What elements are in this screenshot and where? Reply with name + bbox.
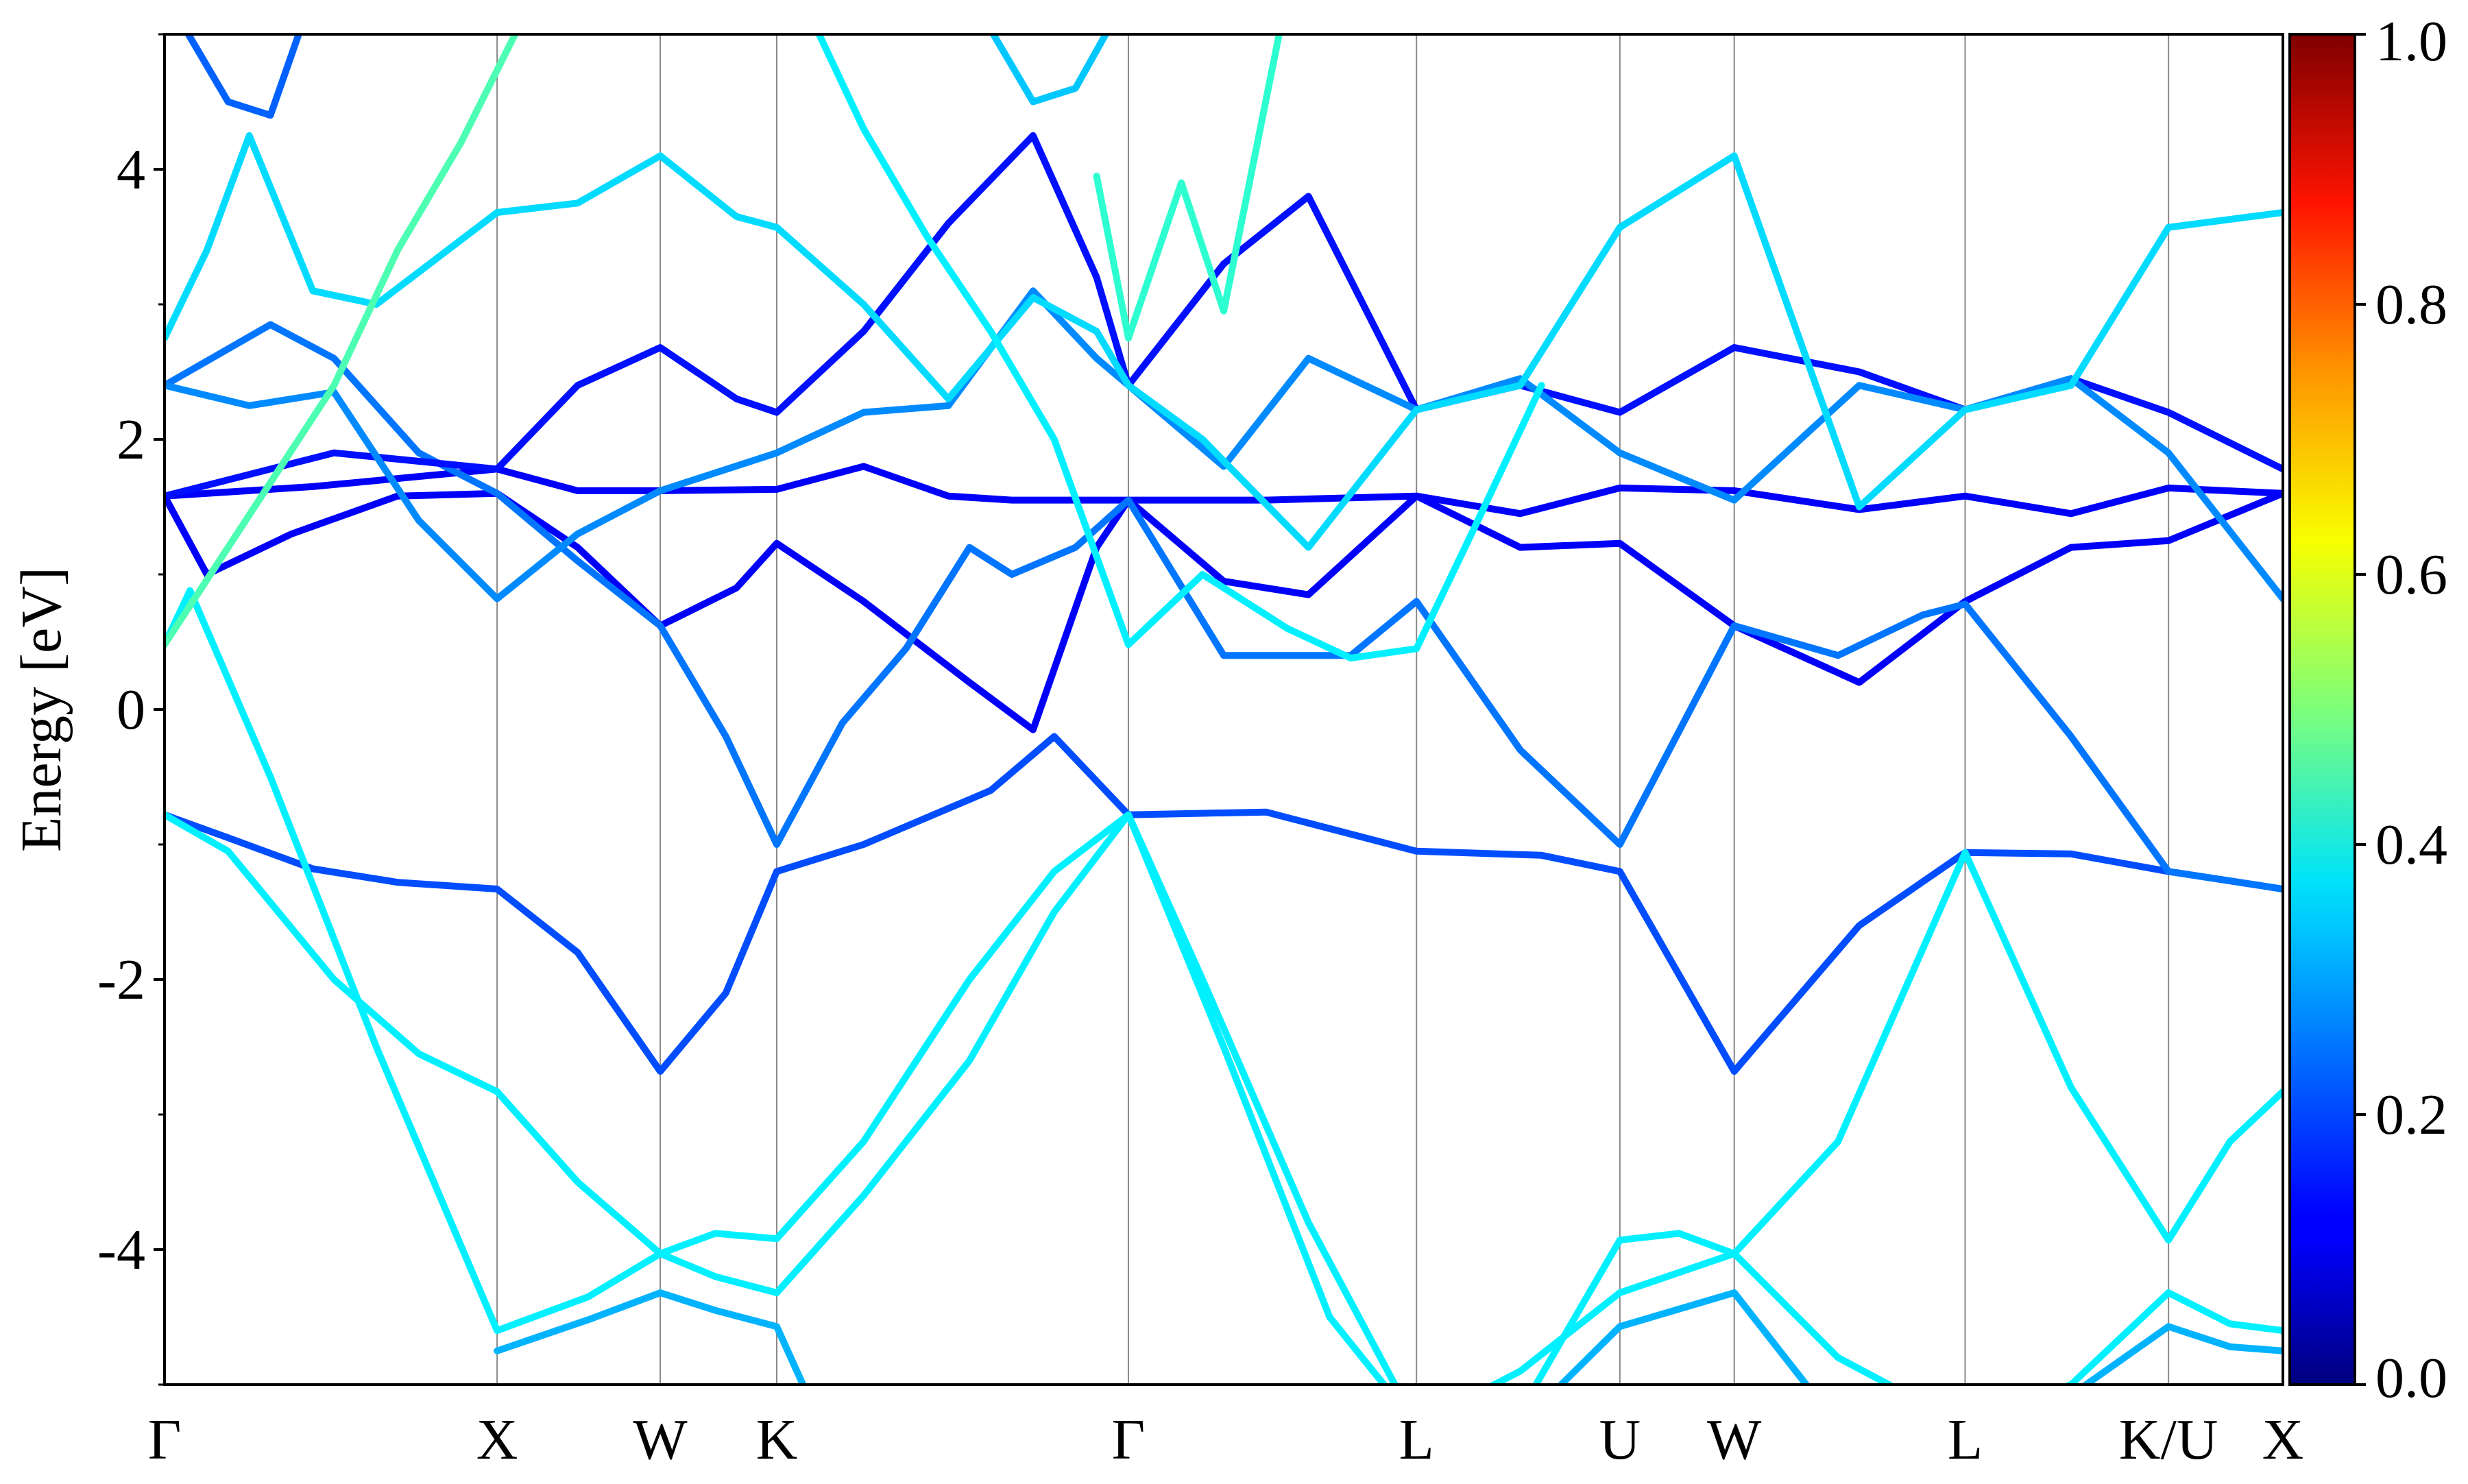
colorbar [2288,33,2356,1386]
colorbar-tick-label: 0.6 [2375,543,2447,607]
x-tick-label: X [2262,1408,2304,1472]
x-ticks: Γ X W K Γ L U W L K/U X [148,1408,2304,1472]
band-line [165,463,2283,598]
x-tick-label: U [1599,1408,1641,1472]
band-line [2080,1323,2283,1385]
band-line [184,34,302,119]
x-tick-label: W [1707,1408,1762,1472]
band-line [815,34,1545,662]
x-tick-label: K/U [2119,1408,2218,1472]
colorbar-tick-label: 0.0 [2375,1346,2447,1410]
x-tick-label: Γ [1112,1408,1146,1472]
colorbar-tick-label: 1.0 [2375,10,2447,73]
x-tick-label: K [756,1408,798,1472]
colorbar-tick-label: 0.4 [2375,813,2447,877]
y-tick-label: 2 [117,408,145,472]
x-tick-label: X [476,1408,518,1472]
band-line [1093,34,1283,342]
y-ticks: 4 2 0 -2 -4 [97,33,165,1386]
x-tick-label: Γ [148,1408,182,1472]
y-tick-label: -4 [97,1218,145,1282]
band-line [989,34,1110,106]
band-line [165,733,2283,1075]
colorbar-tick-label: 0.8 [2375,273,2447,337]
y-tick-label: 0 [117,678,145,742]
band-line [494,1289,807,1385]
y-axis-label: Energy [eV] [10,567,73,852]
band-line [165,34,519,648]
x-tick-label: L [1948,1408,1983,1472]
x-tick-label: W [633,1408,688,1472]
high-symmetry-lines [496,34,2170,1385]
y-tick-label: 4 [117,138,145,202]
plot-frame [163,33,2284,1386]
band-line [165,132,2283,551]
band-line [165,287,2283,603]
band-line [1556,1289,1811,1385]
band-line [165,587,2283,1385]
band-line [165,321,2283,892]
x-tick-label: L [1399,1408,1434,1472]
colorbar-ticks: 1.0 0.8 0.6 0.4 0.2 0.0 [2355,10,2447,1410]
band-lines [165,34,2283,1385]
colorbar-tick-label: 0.2 [2375,1083,2447,1147]
y-tick-label: -2 [97,948,145,1012]
band-line [165,489,2283,733]
